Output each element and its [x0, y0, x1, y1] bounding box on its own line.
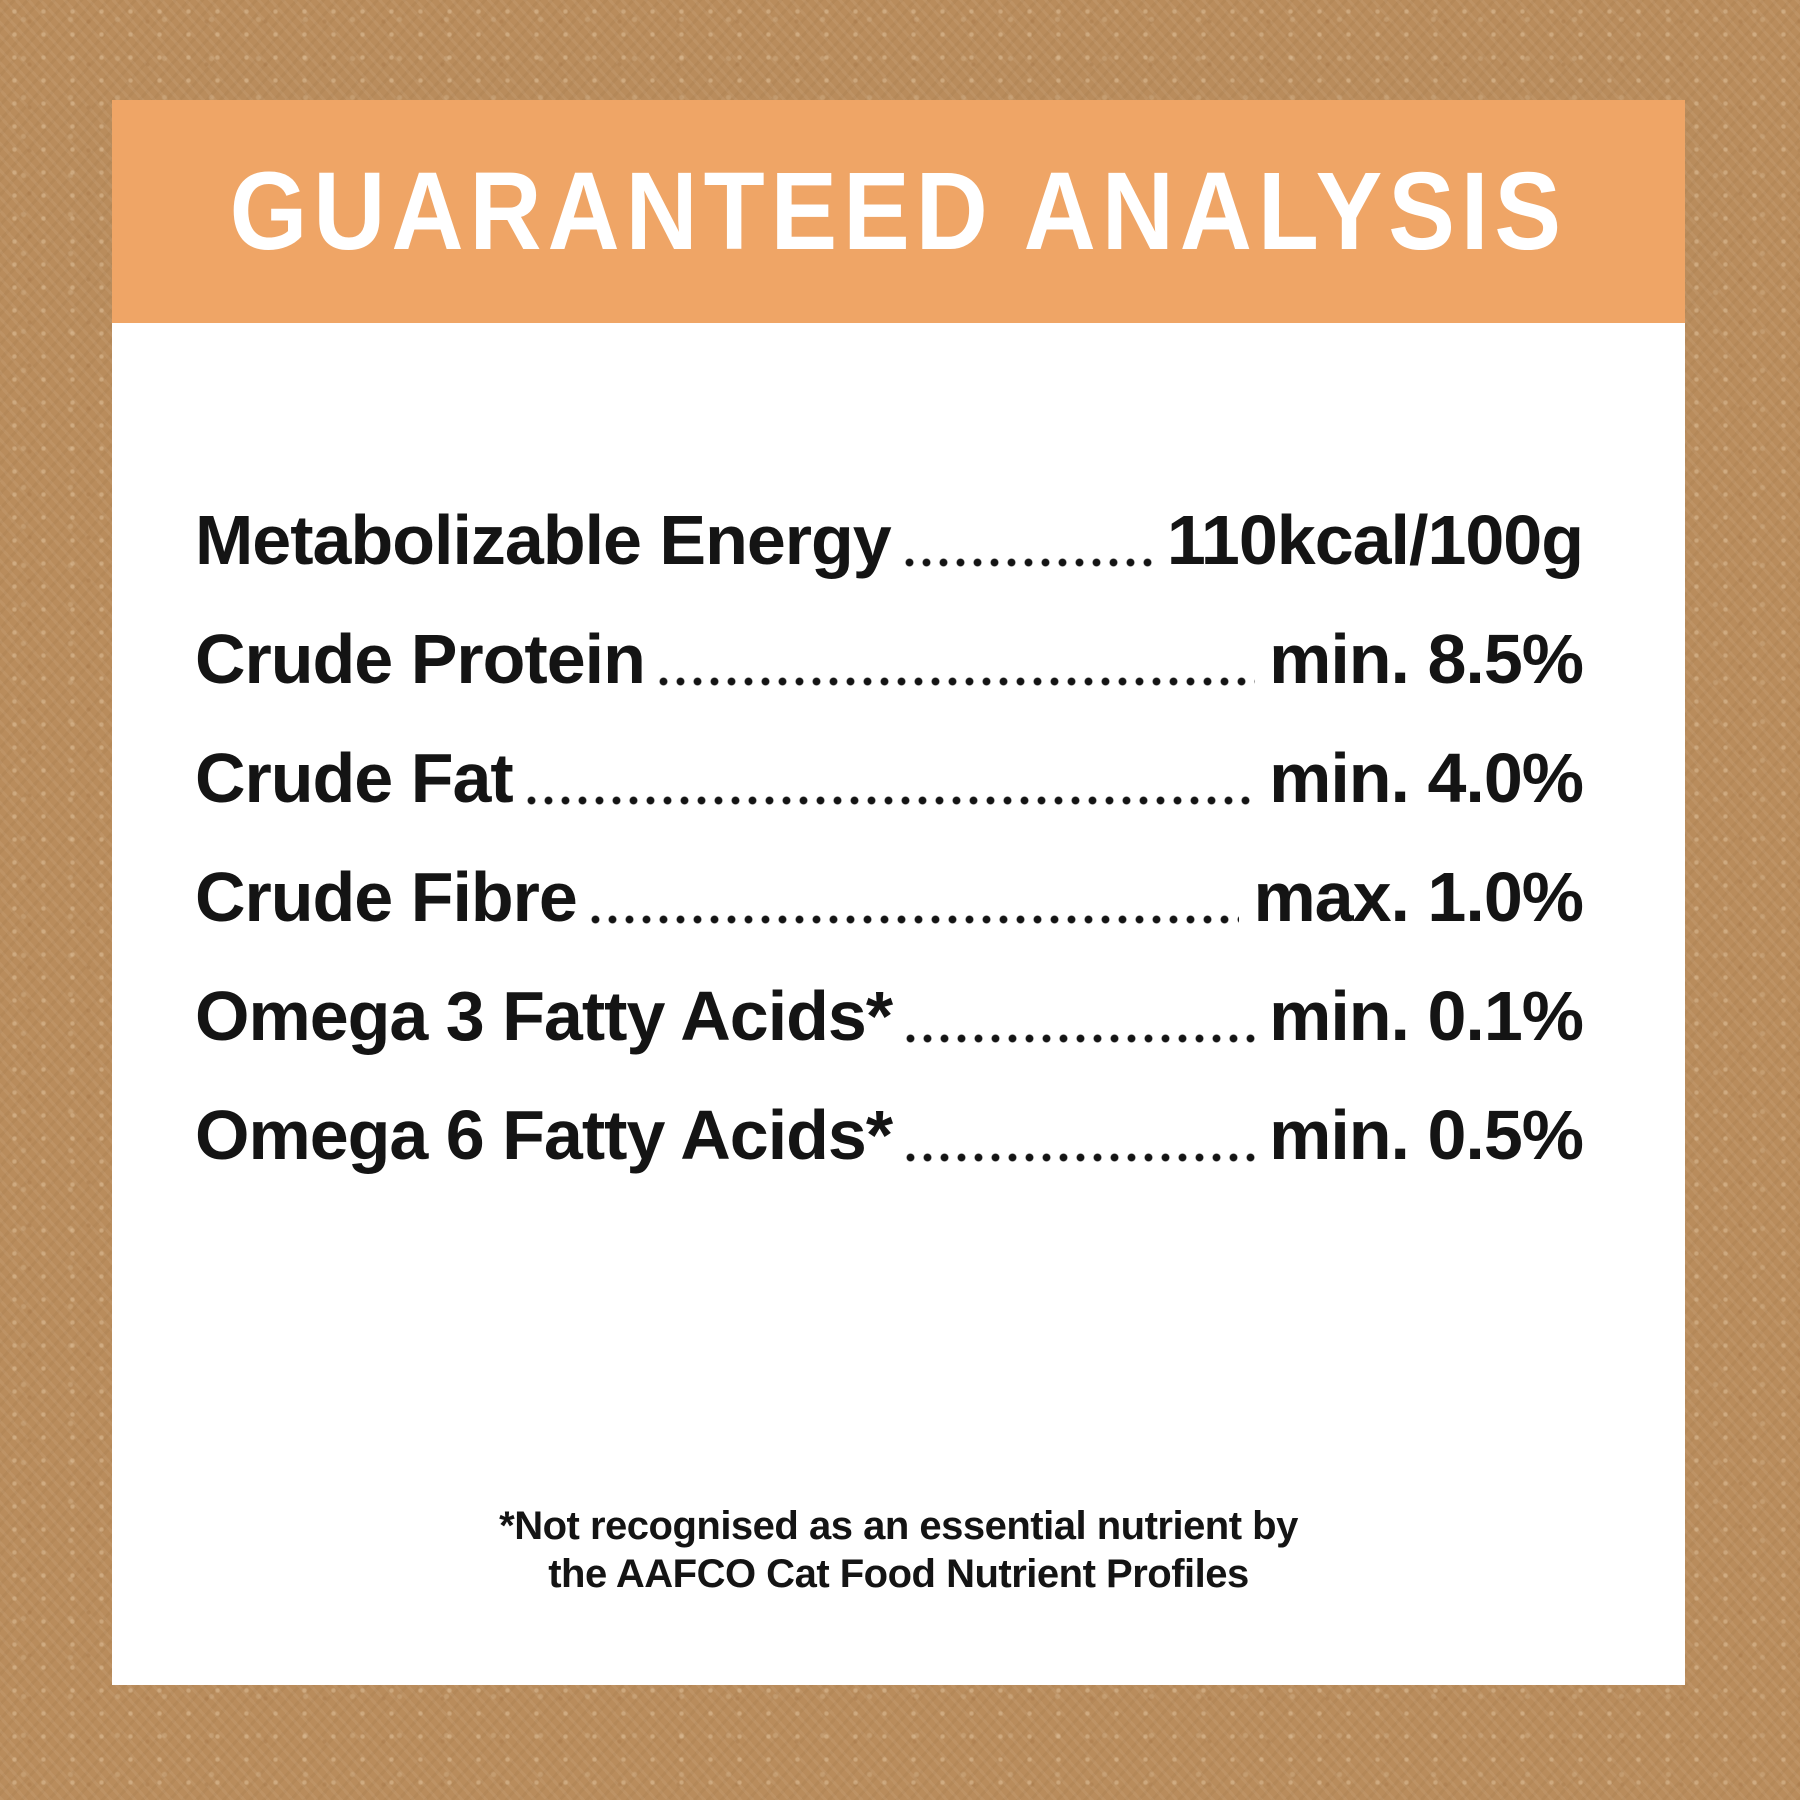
table-row: Omega 3 Fatty Acids* min. 0.1% [195, 956, 1584, 1075]
analysis-table: Metabolizable Energy 110kcal/100g Crude … [112, 323, 1685, 1194]
dotted-leader [900, 480, 1153, 599]
row-value: min. 8.5% [1269, 619, 1584, 698]
row-value: max. 1.0% [1253, 857, 1584, 936]
row-label: Omega 6 Fatty Acids* [195, 1095, 893, 1174]
header-banner: GUARANTEED ANALYSIS [112, 100, 1685, 323]
table-row: Metabolizable Energy 110kcal/100g [195, 480, 1584, 599]
row-value: min. 0.5% [1269, 1095, 1584, 1174]
row-value: min. 0.1% [1269, 976, 1584, 1055]
label-card: GUARANTEED ANALYSIS Metabolizable Energy… [112, 100, 1685, 1685]
footnote-line-1: *Not recognised as an essential nutrient… [499, 1504, 1298, 1548]
row-label: Metabolizable Energy [195, 500, 892, 579]
row-label: Crude Protein [195, 619, 646, 698]
row-label: Omega 3 Fatty Acids* [195, 976, 893, 1055]
table-row: Omega 6 Fatty Acids* min. 0.5% [195, 1075, 1584, 1194]
dotted-leader [654, 599, 1256, 718]
dotted-leader [522, 718, 1256, 837]
footnote-line-2: the AAFCO Cat Food Nutrient Profiles [548, 1552, 1249, 1596]
row-value: 110kcal/100g [1166, 500, 1584, 579]
dotted-leader [902, 956, 1256, 1075]
row-value: min. 4.0% [1269, 738, 1584, 817]
table-row: Crude Fat min. 4.0% [195, 718, 1584, 837]
page-title: GUARANTEED ANALYSIS [229, 149, 1568, 273]
dotted-leader [902, 1075, 1256, 1194]
dotted-leader [586, 837, 1240, 956]
table-row: Crude Protein min. 8.5% [195, 599, 1584, 718]
row-label: Crude Fat [195, 738, 514, 817]
table-row: Crude Fibre max. 1.0% [195, 837, 1584, 956]
row-label: Crude Fibre [195, 857, 578, 936]
footnote: *Not recognised as an essential nutrient… [112, 1502, 1685, 1598]
